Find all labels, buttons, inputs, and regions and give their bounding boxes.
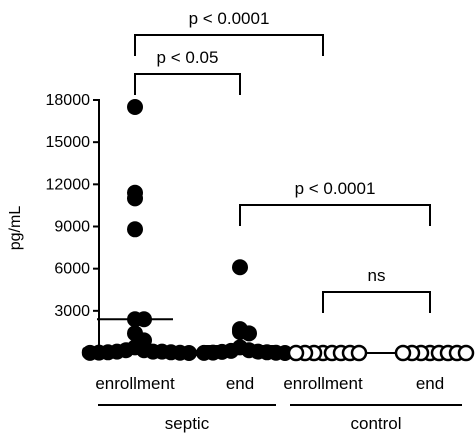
data-point	[181, 345, 197, 361]
data-point	[82, 344, 98, 361]
comparison-label: p < 0.0001	[189, 9, 270, 28]
comparison-label: p < 0.0001	[295, 179, 376, 198]
data-point	[394, 344, 412, 362]
comparison-label: p < 0.05	[157, 48, 219, 67]
groups: septic control	[98, 404, 462, 433]
group-label: septic	[165, 414, 210, 433]
data-point	[127, 190, 143, 207]
data-point	[136, 311, 152, 328]
data-point	[127, 221, 143, 238]
data-point	[232, 259, 248, 276]
y-tick-label: 6000	[54, 261, 90, 278]
comparison-bracket	[134, 73, 241, 95]
data-point	[127, 99, 143, 116]
y-tick-label: 15000	[46, 134, 91, 151]
group-label: control	[350, 414, 401, 433]
comparison-bracket	[322, 291, 431, 313]
comparison-bracket	[239, 204, 431, 226]
y-tick-label: 3000	[54, 303, 90, 320]
x-category-label: enrollment	[283, 374, 363, 393]
data-point	[457, 344, 475, 362]
x-category-label: enrollment	[95, 374, 175, 393]
x-category-label: end	[416, 374, 444, 393]
y-tick-label: 9000	[54, 219, 90, 236]
comparisons: p < 0.0001 p < 0.05 p < 0.0001 ns	[134, 9, 431, 313]
x-category-label: end	[226, 374, 254, 393]
y-tick-label: 18000	[46, 92, 91, 109]
y-axis-label: pg/mL	[7, 206, 24, 251]
data-point	[287, 344, 305, 362]
data-point	[241, 325, 257, 342]
y-ticks: 0300060009000120001500018000	[46, 92, 99, 362]
comparison-label: ns	[368, 266, 386, 285]
data-point	[196, 344, 212, 361]
comparison-bracket	[134, 34, 324, 56]
axes	[98, 99, 462, 354]
x-labels: enrollment end enrollment end	[95, 374, 444, 393]
y-tick-label: 12000	[46, 176, 91, 193]
data-point	[350, 344, 368, 362]
points	[82, 99, 475, 362]
